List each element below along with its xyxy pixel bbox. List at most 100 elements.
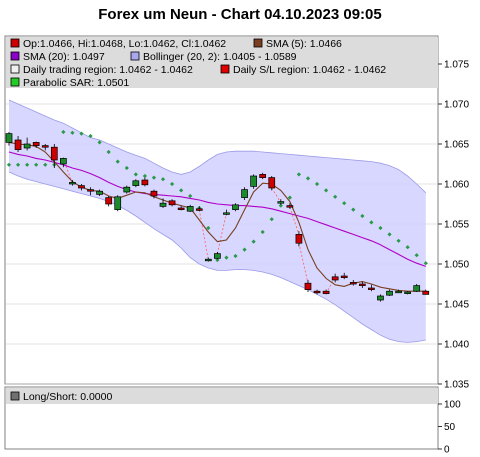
sar-point-26 <box>242 247 247 252</box>
gap-line-30 <box>271 187 282 203</box>
ytick-label-1: 1.040 <box>444 340 469 351</box>
price-axis: 1.035 1.040 1.045 1.050 1.055 1.060 1.065 1.070… <box>438 60 469 391</box>
candle-body-26 <box>241 189 248 198</box>
candle-body-35 <box>322 290 330 294</box>
sar-point-15 <box>142 173 147 179</box>
candle-body-12 <box>114 196 122 210</box>
bollinger-lower <box>8 171 426 343</box>
sar-swatch <box>10 77 20 87</box>
legend-sma5: SMA (5): 1.0466 <box>266 38 342 50</box>
candle-body-10 <box>96 190 103 195</box>
bollinger-band <box>8 99 427 343</box>
sma5-swatch <box>253 38 263 48</box>
sma20-line <box>8 151 426 267</box>
sar-point-44 <box>405 245 410 250</box>
parabolic-sar <box>6 129 428 266</box>
candle-body-43 <box>395 290 402 294</box>
sar-point-45 <box>414 253 419 258</box>
candle-body-36 <box>331 276 339 281</box>
candle-body-6 <box>60 158 67 165</box>
bollinger-swatch <box>130 51 140 61</box>
sar-point-43 <box>396 238 401 243</box>
sar-point-4 <box>43 162 48 167</box>
candle-body-44 <box>404 291 411 294</box>
candle-body-13 <box>123 186 131 193</box>
sar-point-13 <box>124 165 129 171</box>
sub-legend-box <box>6 388 438 404</box>
candle-body-2 <box>23 143 31 149</box>
sar-point-19 <box>179 188 184 193</box>
sar-point-23 <box>215 257 220 263</box>
ytick-label-5: 1.060 <box>444 180 469 191</box>
legend-sar: Parabolic SAR: 1.0501 <box>23 77 129 89</box>
gap-line-32 <box>289 207 300 235</box>
sar-point-16 <box>151 175 157 180</box>
candle-body-22 <box>204 258 212 262</box>
gap-line-22 <box>198 209 209 261</box>
legend-ohlc: Op:1.0466, Hi:1.0468, Lo:1.0462, Cl:1.04… <box>23 38 226 50</box>
candle-body-42 <box>386 290 393 296</box>
candle-body-41 <box>377 295 384 301</box>
sar-point-34 <box>314 181 320 187</box>
sar-point-3 <box>34 162 39 167</box>
candle-body-11 <box>105 197 113 205</box>
candle-body-31 <box>286 205 294 208</box>
ytick-label-6: 1.065 <box>444 140 469 151</box>
ohlc-swatch <box>10 38 20 48</box>
candle-body-7 <box>69 182 76 185</box>
sar-point-29 <box>269 217 274 222</box>
sar-point-24 <box>224 255 229 260</box>
sma20-path <box>8 151 426 267</box>
candle-body-21 <box>195 208 203 211</box>
sub-ytick-label-2: 100 <box>444 400 461 411</box>
sar-point-11 <box>106 149 111 155</box>
candle-body-9 <box>87 189 94 192</box>
candle-body-4 <box>41 145 49 148</box>
ytick-label-3: 1.050 <box>444 260 469 271</box>
candle-body-23 <box>214 253 221 259</box>
sar-point-25 <box>233 253 238 259</box>
candle-body-32 <box>295 234 303 244</box>
legend-sma20: SMA (20): 1.0497 <box>23 51 105 63</box>
sma20-swatch <box>10 51 20 61</box>
sar-point-6 <box>61 129 66 135</box>
sar-point-27 <box>251 239 256 244</box>
sar-point-18 <box>169 181 175 187</box>
candle-body-17 <box>159 202 167 207</box>
gap-line-36 <box>325 276 336 294</box>
sar-point-33 <box>305 176 311 181</box>
sar-point-7 <box>70 130 75 135</box>
candle-body-19 <box>177 207 185 210</box>
sar-point-40 <box>369 220 374 225</box>
candle-body-1 <box>14 139 22 150</box>
long-short-swatch <box>10 391 20 401</box>
trading-region-swatch <box>10 64 20 74</box>
candle-body-38 <box>349 282 357 285</box>
candle-body-20 <box>186 206 194 212</box>
candle-body-37 <box>340 275 348 278</box>
sar-point-9 <box>88 133 93 139</box>
candle-body-14 <box>132 180 140 186</box>
sar-point-46 <box>423 261 428 266</box>
candle-body-29 <box>268 177 276 189</box>
candle-body-27 <box>250 175 257 187</box>
candle-body-34 <box>313 290 321 294</box>
candle-body-33 <box>304 282 312 290</box>
candle-body-15 <box>141 179 149 186</box>
gap-line-33 <box>298 243 309 284</box>
candle-body-30 <box>277 201 285 204</box>
candle-body-8 <box>78 185 85 189</box>
candle-body-28 <box>259 174 267 178</box>
sar-point-17 <box>160 177 166 182</box>
candle-body-18 <box>168 200 176 206</box>
candle-body-0 <box>5 133 13 143</box>
ytick-label-2: 1.045 <box>444 300 469 311</box>
sar-point-35 <box>324 188 329 193</box>
sar-point-41 <box>378 225 383 231</box>
sl-region-swatch <box>220 64 230 74</box>
sar-point-32 <box>296 172 302 177</box>
legend-bollinger: Bollinger (20, 2): 1.0405 - 1.0589 <box>143 51 297 63</box>
sar-point-28 <box>260 229 265 235</box>
sar-point-8 <box>79 131 84 136</box>
